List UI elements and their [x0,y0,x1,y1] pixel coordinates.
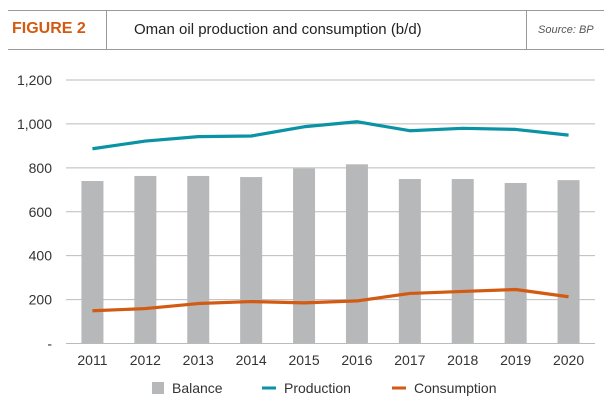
x-tick-label: 2019 [500,352,531,368]
divider [526,11,527,49]
y-tick-label: 600 [29,204,53,220]
bar-balance [398,179,421,344]
y-tick-label: 800 [29,160,53,176]
y-tick-label: 400 [29,248,53,264]
bar-balance [504,182,527,344]
legend-label-balance: Balance [172,380,223,396]
bar-balance [293,168,316,344]
x-tick-label: 2015 [288,352,319,368]
x-tick-label: 2014 [236,352,267,368]
bar-balance [187,175,210,344]
y-tick-label: 200 [29,292,53,308]
x-tick-label: 2013 [183,352,214,368]
legend-swatch-balance [152,382,164,394]
x-tick-label: 2011 [77,352,107,368]
bar-balance [345,164,368,344]
y-tick-label: - [47,336,52,352]
x-tick-label: 2016 [341,352,372,368]
x-tick-label: 2017 [394,352,425,368]
x-tick-label: 2018 [447,352,478,368]
y-tick-label: 1,000 [17,116,52,132]
legend-label-consumption: Consumption [414,380,497,396]
bar-balance [134,175,157,344]
bar-balance [451,179,474,344]
bar-balance [240,177,263,344]
y-tick-label: 1,200 [17,72,52,88]
x-tick-label: 2012 [130,352,161,368]
bar-balance [557,180,580,344]
x-tick-label: 2020 [553,352,584,368]
bar-balance [81,181,104,344]
line-production [92,120,569,151]
source-note: Source: BP [538,24,594,36]
figure-header: FIGURE 2 Oman oil production and consump… [8,10,604,50]
legend-label-production: Production [284,380,351,396]
chart-title: Oman oil production and consumption (b/d… [134,21,422,38]
divider [106,11,107,49]
figure-label: FIGURE 2 [12,20,86,37]
line-consumption [92,287,569,313]
